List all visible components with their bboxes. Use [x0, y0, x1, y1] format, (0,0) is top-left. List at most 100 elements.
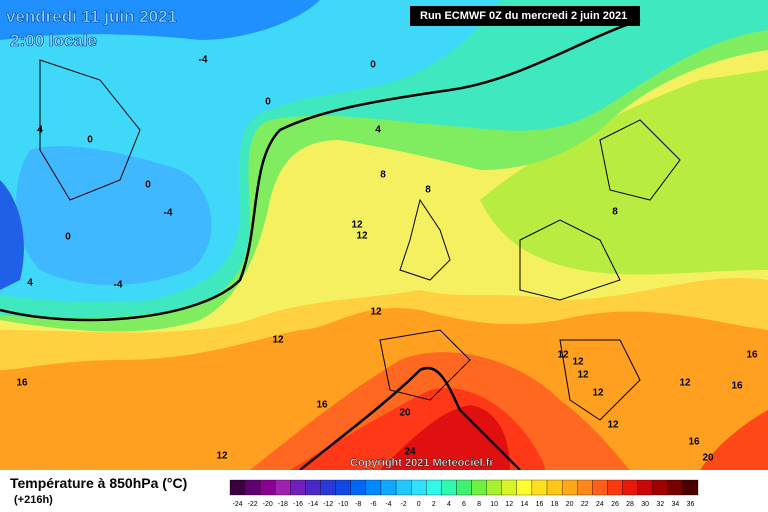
lead-time: (+216h) [14, 494, 53, 506]
colorbar-tick-label: 30 [641, 501, 649, 508]
run-label: Run ECMWF 0Z du mercredi 2 juin 2021 [420, 10, 627, 22]
colorbar-tick-label: -24 [232, 501, 242, 508]
legend-title: Température à 850hPa (°C) [10, 475, 187, 491]
contour-label: -4 [164, 208, 173, 219]
colorbar-cell [531, 479, 548, 496]
contour-label: 0 [87, 135, 93, 146]
colorbar-cell [335, 479, 351, 496]
colorbar-cell [577, 479, 593, 496]
colorbar-cell [320, 479, 336, 496]
colorbar-tick-label: -20 [263, 501, 273, 508]
contour-label: 12 [356, 231, 368, 242]
contour-label: 24 [404, 447, 416, 458]
contour-label: 12 [351, 220, 363, 231]
time-label: 2:00 locale [10, 31, 97, 50]
contour-label: 0 [370, 60, 376, 71]
contour-label: 20 [399, 408, 411, 419]
temp-zone [16, 146, 212, 285]
colorbar-cell [275, 479, 291, 496]
colorbar-cell [667, 479, 684, 496]
run-box [410, 6, 640, 26]
contour-label: 0 [145, 180, 151, 191]
colorbar-tick-label: 12 [505, 501, 513, 508]
contour-label: 0 [65, 232, 71, 243]
contour-label: 4 [375, 125, 381, 136]
temp-zone [0, 0, 320, 40]
colorbar-cell [501, 479, 517, 496]
contour-label: 8 [425, 185, 431, 196]
contour-label: 12 [592, 388, 604, 399]
colorbar-tick-label: 0 [417, 501, 421, 508]
contour-label: 8 [380, 170, 386, 181]
colorbar-cell [260, 479, 276, 496]
colorbar-cell [411, 479, 427, 496]
contour-label: 16 [731, 381, 743, 392]
colorbar-tick-label: -14 [308, 501, 318, 508]
colorbar-cell [244, 479, 261, 496]
colorbar-cell [290, 479, 306, 496]
colorbar-cell [350, 479, 367, 496]
contour-label: 4 [27, 278, 33, 289]
colorbar: -24 -22 -20 -18 -16 -14 -12 -10 -8 -6 -4 -2 0 2 4 6 8 10 1… [229, 479, 699, 508]
contour-label: 20 [702, 453, 714, 464]
colorbar-tick-label: 36 [687, 501, 695, 508]
colorbar-cell [229, 479, 246, 496]
colorbar-cell [546, 479, 563, 496]
colorbar-cell [592, 479, 608, 496]
colorbar-tick-label: -22 [248, 501, 258, 508]
contour-label: 12 [679, 378, 691, 389]
contour-label: 12 [572, 357, 584, 368]
date-label: vendredi 11 juin 2021 [6, 7, 177, 26]
colorbar-cell [637, 479, 653, 496]
colorbar-cell [486, 479, 502, 496]
contour-label: 12 [272, 335, 284, 346]
colorbar-tick-label: -8 [355, 501, 361, 508]
contour-label: 16 [688, 437, 700, 448]
colorbar-tick-label: 32 [656, 501, 664, 508]
temp-zone [480, 70, 768, 275]
colorbar-tick-label: -2 [400, 501, 406, 508]
coastline [39, 59, 681, 421]
colorbar-tick-label: 26 [611, 501, 619, 508]
colorbar-cell [456, 479, 472, 496]
colorbar-cell [441, 479, 457, 496]
temp-zone [380, 405, 510, 470]
contour-label: 12 [370, 307, 382, 318]
colorbar-cell [652, 479, 668, 496]
contour-label: 12 [557, 350, 569, 361]
contour-label: 8 [612, 207, 618, 218]
colorbar-tick-label: 24 [596, 501, 604, 508]
colorbar-tick-label: 6 [462, 501, 466, 508]
contour-label: 16 [746, 350, 758, 361]
colorbar-cell [607, 479, 623, 496]
colorbar-cell [426, 479, 442, 496]
colorbar-tick-label: 14 [520, 501, 528, 508]
contour-label: 12 [607, 420, 619, 431]
colorbar-tick-label: 2 [432, 501, 436, 508]
colorbar-tick-label: -12 [323, 501, 333, 508]
contour-label: -4 [199, 55, 208, 66]
colorbar-cell [305, 479, 321, 496]
colorbar-cell [380, 479, 397, 496]
colorbar-cell [516, 479, 533, 496]
colorbar-tick-label: -16 [293, 501, 303, 508]
contour-labels: -4 004040-4088-44121281212161620121212121… [16, 55, 758, 464]
temp-zone [700, 410, 768, 470]
colorbar-tick-label: 10 [490, 501, 498, 508]
colorbar-tick-label: 8 [477, 501, 481, 508]
isotherm [299, 366, 521, 471]
colorbar-tick-label: -18 [278, 501, 288, 508]
contour-label: -4 [114, 280, 123, 291]
colorbar-cell [365, 479, 382, 496]
isotherm [0, 18, 641, 322]
colorbar-tick-label: -10 [338, 501, 348, 508]
contour-label: 0 [265, 97, 271, 108]
contour-label: 4 [37, 125, 43, 136]
colorbar-tick-label: 16 [536, 501, 544, 508]
colorbar-cell [471, 479, 487, 496]
temp-zone [0, 180, 24, 290]
contour-label: 16 [316, 400, 328, 411]
colorbar-tick-label: 28 [626, 501, 634, 508]
colorbar-tick-label: 18 [551, 501, 559, 508]
